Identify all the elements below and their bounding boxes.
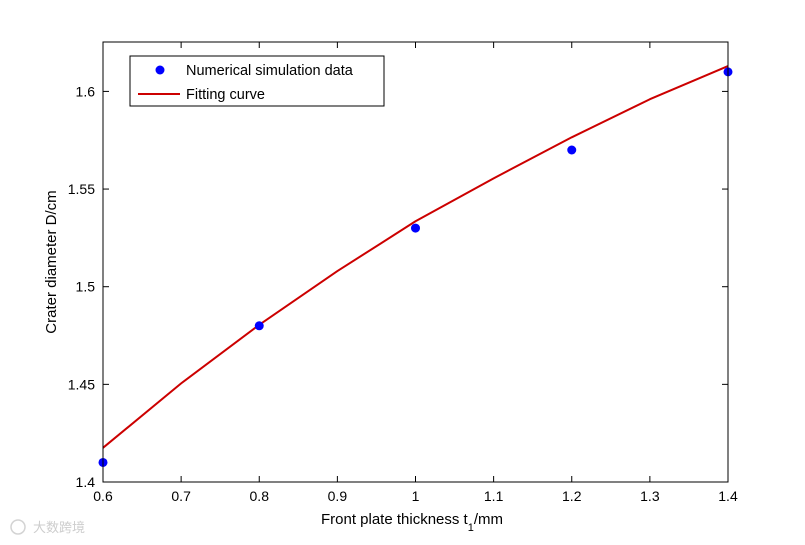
- legend: Numerical simulation data Fitting curve: [129, 55, 385, 107]
- plot-area: [103, 42, 728, 482]
- watermark: 大数跨境: [10, 519, 85, 536]
- y-tick-label: 1.45: [68, 376, 95, 392]
- fitting-curve-line: [102, 65, 729, 449]
- y-tick-label: 1.5: [76, 279, 96, 295]
- x-axis-label-subscript: 1: [468, 522, 474, 534]
- x-axis-label: Front plate thickness t1/mm: [321, 511, 503, 534]
- legend-marker-simulation: [155, 65, 165, 75]
- simulation-data-point: [254, 321, 264, 331]
- legend-box: [129, 55, 385, 107]
- watermark-logo-icon: [10, 519, 26, 535]
- legend-label-fitting: Fitting curve: [186, 87, 265, 103]
- x-tick-label: 1: [412, 488, 420, 504]
- simulation-data-point: [567, 145, 577, 155]
- y-tick-label: 1.55: [68, 181, 95, 197]
- tick-labels: 0.6 0.7 0.8 0.9 1 1.1 1.2 1.3 1.4 1.4 1.45 1.5 1.55 1…: [68, 83, 738, 504]
- x-tick-label: 0.8: [250, 488, 270, 504]
- simulation-data-point: [411, 223, 420, 233]
- x-tick-label: 0.6: [93, 488, 113, 504]
- x-tick-label: 1.4: [718, 488, 738, 504]
- y-tick-label: 1.6: [76, 83, 96, 99]
- x-tick-label: 1.2: [562, 488, 582, 504]
- x-tick-label: 0.9: [328, 488, 348, 504]
- plot-frame: [102, 41, 729, 483]
- x-tick-label: 1.3: [640, 488, 660, 504]
- x-tick-label: 0.7: [171, 488, 191, 504]
- x-axis-label-unit: /mm: [474, 511, 503, 528]
- x-tick-label: 1.1: [484, 488, 504, 504]
- y-tick-label: 1.4: [76, 474, 96, 490]
- watermark-text: 大数跨境: [33, 521, 85, 536]
- x-axis-label-main: Front plate thickness t: [321, 511, 469, 528]
- y-axis-label: Crater diameter D/cm: [43, 190, 60, 333]
- legend-label-simulation: Numerical simulation data: [186, 63, 354, 79]
- series-layer: [98, 65, 733, 467]
